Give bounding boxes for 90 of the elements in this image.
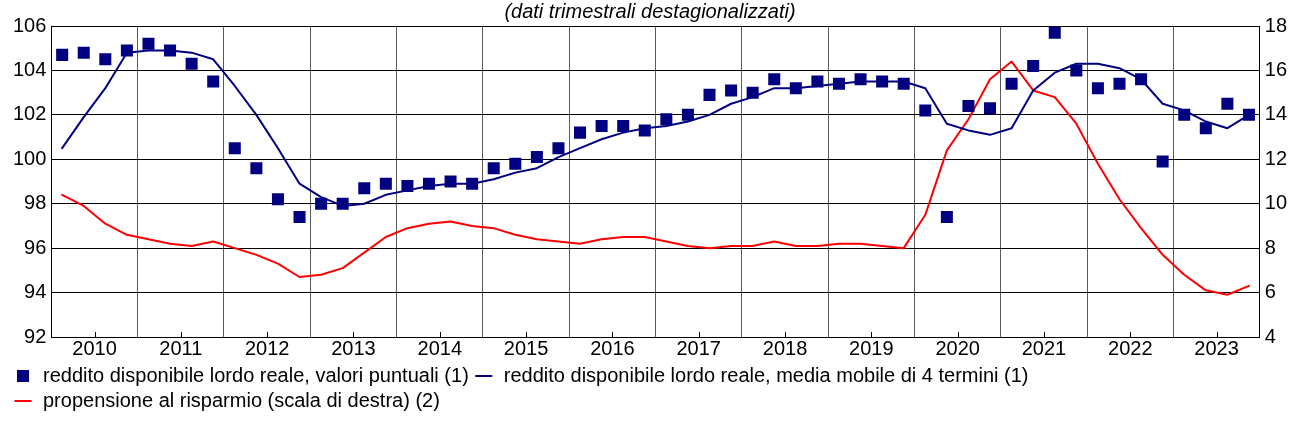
x-tick-label: 2017 <box>676 336 721 359</box>
point <box>811 75 824 88</box>
point <box>1242 108 1255 121</box>
point <box>940 211 953 224</box>
point <box>228 142 241 155</box>
point <box>789 82 802 95</box>
point <box>638 124 651 137</box>
point <box>595 119 608 132</box>
x-tick-label: 2014 <box>417 336 463 359</box>
point <box>703 88 716 101</box>
point <box>1091 82 1104 95</box>
point <box>1005 77 1018 90</box>
point <box>1199 122 1212 135</box>
point <box>854 73 867 86</box>
y-tick-label: 94 <box>24 280 47 303</box>
point <box>897 77 910 90</box>
legend-label: propensione al risparmio (scala di destra) (2) <box>43 388 440 411</box>
point <box>876 75 889 88</box>
point <box>832 77 845 90</box>
y2-tick-label: 4 <box>1264 324 1276 347</box>
x-tick-label: 2022 <box>1108 336 1153 359</box>
y-tick-label: 96 <box>24 235 47 258</box>
point <box>1221 97 1234 110</box>
point <box>99 53 112 66</box>
point <box>530 151 543 164</box>
point <box>1027 59 1040 72</box>
point <box>768 73 781 86</box>
point <box>1048 26 1061 39</box>
y2-tick-label: 12 <box>1264 146 1287 169</box>
point <box>1113 77 1126 90</box>
y2-tick-label: 16 <box>1264 57 1287 80</box>
y2-tick-label: 6 <box>1264 280 1276 303</box>
point <box>1135 73 1148 86</box>
point <box>984 102 997 115</box>
point <box>164 44 177 57</box>
x-tick-label: 2019 <box>849 336 894 359</box>
x-tick-label: 2013 <box>331 336 376 359</box>
point <box>725 84 738 97</box>
x-tick-label: 2020 <box>935 336 980 359</box>
point <box>56 48 69 61</box>
point <box>358 182 371 195</box>
y-tick-label: 92 <box>24 324 47 347</box>
point <box>552 142 565 155</box>
point <box>681 108 694 121</box>
x-tick-label: 2015 <box>503 336 549 359</box>
point <box>185 57 198 70</box>
y2-tick-label: 14 <box>1264 102 1287 125</box>
point <box>444 175 457 188</box>
y-tick-label: 106 <box>12 13 47 36</box>
point <box>746 86 759 99</box>
y-tick-label: 102 <box>12 102 47 125</box>
x-tick-label: 2018 <box>762 336 808 359</box>
x-tick-label: 2023 <box>1194 336 1239 359</box>
point <box>207 75 220 88</box>
point <box>1156 155 1169 168</box>
point <box>487 162 500 175</box>
point <box>142 37 155 50</box>
y-tick-label: 100 <box>12 146 47 169</box>
point <box>962 99 975 112</box>
point <box>617 119 630 132</box>
x-tick-label: 2021 <box>1021 336 1067 359</box>
point <box>660 113 673 126</box>
legend-label: reddito disponibile lordo reale, media mobile di 4 termini (1) <box>503 363 1029 386</box>
x-tick-label: 2010 <box>72 336 117 359</box>
y2-tick-label: 10 <box>1264 191 1287 214</box>
x-tick-label: 2016 <box>590 336 635 359</box>
point <box>77 46 90 59</box>
y-tick-label: 98 <box>24 191 47 214</box>
point <box>574 126 587 139</box>
point <box>293 211 306 224</box>
x-tick-label: 2011 <box>159 336 203 359</box>
point <box>919 104 932 117</box>
point <box>250 162 263 175</box>
point <box>120 44 133 57</box>
point <box>466 177 479 190</box>
point <box>509 157 522 170</box>
x-tick-label: 2012 <box>244 336 290 359</box>
y-tick-label: 104 <box>12 57 47 80</box>
y2-tick-label: 8 <box>1264 235 1276 258</box>
point <box>379 177 392 190</box>
point <box>401 179 414 192</box>
y2-tick-label: 18 <box>1264 13 1287 36</box>
point <box>1070 64 1083 77</box>
chart-title: (dati trimestrali destagionalizzati) <box>504 0 796 22</box>
point <box>271 193 284 206</box>
legend-label: reddito disponibile lordo reale, valori puntuali (1) <box>43 363 469 386</box>
point <box>422 177 435 190</box>
point <box>336 197 349 210</box>
point <box>1178 108 1191 121</box>
point <box>315 197 328 210</box>
